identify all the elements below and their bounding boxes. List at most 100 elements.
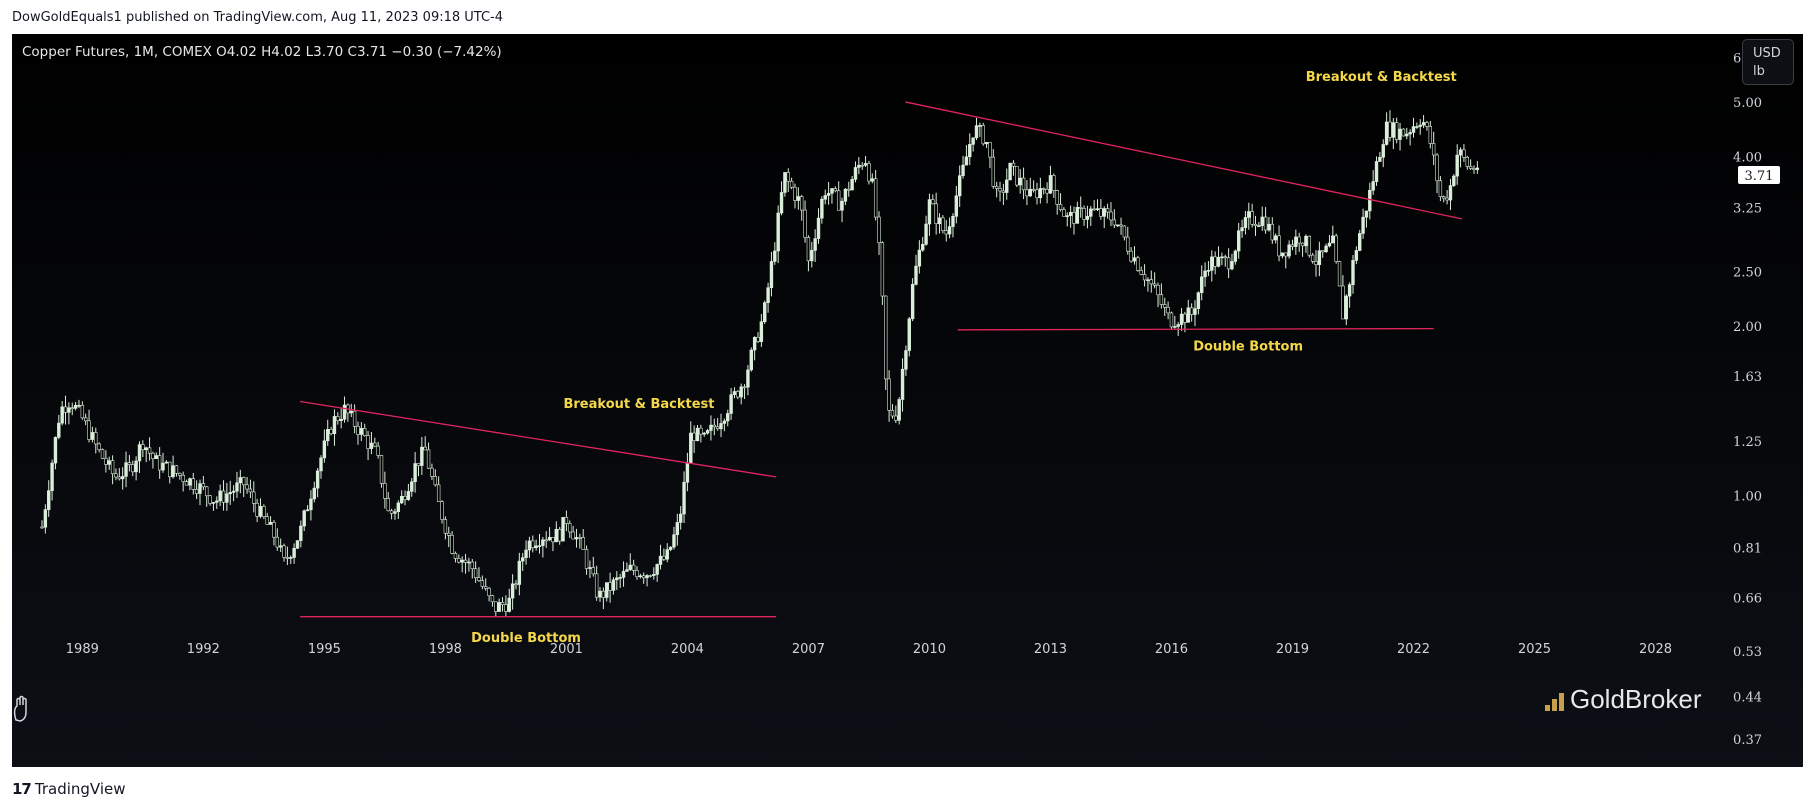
candle-up — [783, 172, 787, 193]
candle-down — [1462, 149, 1466, 158]
candle-up — [685, 463, 690, 483]
candle-up — [954, 195, 959, 217]
candle-up — [618, 577, 622, 579]
x-tick-label: 2019 — [1276, 642, 1309, 657]
candle-down — [272, 522, 276, 538]
candle-down — [208, 495, 212, 504]
candle-down — [1001, 190, 1006, 193]
candle-up — [1405, 133, 1409, 137]
y-tick-label: 0.81 — [1733, 541, 1762, 556]
candle-up — [652, 574, 656, 576]
candle-down — [97, 443, 101, 450]
candle-down — [168, 461, 172, 478]
candle-up — [1146, 279, 1150, 282]
candle-up — [171, 465, 175, 478]
candle-up — [974, 125, 979, 139]
candle-down — [423, 446, 427, 451]
candle-up — [120, 476, 125, 480]
candle-up — [161, 462, 165, 471]
symbol-info-legend: Copper Futures, 1M, COMEX O4.02 H4.02 L3… — [22, 44, 502, 60]
candle-down — [578, 537, 582, 539]
candle-down — [756, 336, 760, 342]
candle-up — [339, 418, 343, 421]
candle-up — [349, 410, 353, 414]
candle-up — [1115, 224, 1120, 227]
candle-down — [1139, 270, 1143, 275]
annotation-label: Breakout & Backtest — [1306, 70, 1457, 85]
candle-down — [1126, 236, 1130, 252]
candle-up — [1415, 126, 1419, 128]
candle-up — [77, 404, 81, 407]
candle-up — [769, 261, 774, 288]
candle-down — [262, 505, 266, 518]
tradingview-brand-text: TradingView — [34, 780, 126, 798]
candle-down — [70, 407, 74, 410]
candle-down — [436, 484, 441, 503]
candle-up — [1421, 122, 1426, 126]
candle-up — [850, 179, 854, 191]
candle-up — [1294, 236, 1298, 247]
candle-down — [453, 553, 458, 559]
candle-down — [1042, 188, 1046, 190]
candle-up — [73, 404, 78, 409]
candle-up — [467, 561, 471, 564]
candle-up — [816, 217, 821, 239]
candle-up — [507, 597, 511, 612]
candle-down — [867, 163, 871, 182]
candle-up — [1287, 244, 1291, 257]
tradingview-footer[interactable]: 17 TradingView — [12, 780, 126, 798]
candle-up — [359, 428, 364, 435]
candle-down — [131, 464, 135, 473]
candle-up — [766, 287, 770, 304]
candle-down — [1166, 306, 1170, 314]
hand-tool-icon[interactable] — [12, 694, 30, 724]
candle-down — [245, 484, 249, 490]
candle-down — [1183, 313, 1187, 323]
trendline-resistance-2 — [905, 101, 1463, 220]
candle-down — [635, 570, 639, 578]
candle-up — [1374, 161, 1379, 182]
candle-up — [67, 407, 71, 413]
candle-up — [1095, 208, 1100, 210]
candle-up — [406, 491, 411, 500]
candle-down — [1270, 223, 1275, 241]
x-tick-label: 1989 — [66, 642, 99, 657]
candle-down — [1297, 236, 1301, 244]
candle-down — [591, 567, 595, 575]
candle-up — [1075, 207, 1080, 224]
candle-down — [877, 216, 881, 244]
candle-down — [988, 141, 992, 158]
candle-up — [1257, 225, 1261, 227]
candle-down — [363, 428, 367, 436]
candle-down — [416, 463, 421, 466]
candlestick-chart[interactable]: Breakout & Backtest Double Bottom Breakout… — [12, 34, 1803, 767]
candle-down — [631, 564, 636, 571]
candle-up — [541, 539, 545, 546]
candle-down — [544, 539, 548, 542]
candle-up — [420, 446, 424, 466]
candle-down — [806, 237, 811, 262]
candle-up — [90, 432, 95, 440]
candle-up — [917, 249, 922, 267]
candle-up — [695, 427, 700, 441]
candle-down — [642, 575, 646, 579]
currency-unit-button[interactable]: USD lb — [1742, 39, 1794, 85]
x-tick-label: 2013 — [1034, 642, 1067, 657]
y-tick-label: 0.66 — [1733, 591, 1762, 606]
candle-down — [1149, 279, 1153, 285]
candle-up — [921, 243, 925, 251]
candle-down — [1021, 177, 1026, 191]
candle-up — [1458, 149, 1463, 156]
candle-down — [1025, 189, 1029, 197]
candle-up — [826, 193, 831, 196]
candle-down — [184, 481, 189, 486]
chart-panel[interactable]: Breakout & Backtest Double Bottom Breakout… — [12, 34, 1803, 767]
candle-up — [897, 399, 901, 421]
candle-up — [322, 440, 327, 459]
candle-up — [968, 144, 972, 158]
candle-up — [188, 478, 192, 486]
candle-down — [847, 188, 851, 191]
candle-up — [722, 420, 727, 424]
candle-down — [994, 185, 999, 189]
candle-up — [964, 156, 969, 166]
